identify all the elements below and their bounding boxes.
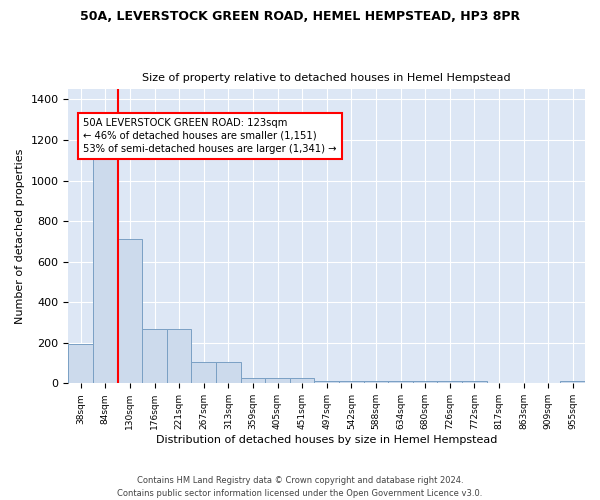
Y-axis label: Number of detached properties: Number of detached properties xyxy=(15,148,25,324)
Bar xyxy=(364,380,388,384)
Bar xyxy=(118,238,142,384)
X-axis label: Distribution of detached houses by size in Hemel Hempstead: Distribution of detached houses by size … xyxy=(156,435,497,445)
Bar xyxy=(68,344,93,384)
Bar xyxy=(413,380,437,384)
Bar xyxy=(216,362,241,384)
Text: 50A LEVERSTOCK GREEN ROAD: 123sqm
← 46% of detached houses are smaller (1,151)
5: 50A LEVERSTOCK GREEN ROAD: 123sqm ← 46% … xyxy=(83,118,337,154)
Text: 50A, LEVERSTOCK GREEN ROAD, HEMEL HEMPSTEAD, HP3 8PR: 50A, LEVERSTOCK GREEN ROAD, HEMEL HEMPST… xyxy=(80,10,520,23)
Bar xyxy=(437,380,462,384)
Bar xyxy=(290,378,314,384)
Bar xyxy=(314,380,339,384)
Bar xyxy=(167,328,191,384)
Text: Contains HM Land Registry data © Crown copyright and database right 2024.
Contai: Contains HM Land Registry data © Crown c… xyxy=(118,476,482,498)
Bar xyxy=(388,380,413,384)
Bar xyxy=(241,378,265,384)
Bar xyxy=(93,150,118,384)
Bar xyxy=(560,380,585,384)
Bar xyxy=(265,378,290,384)
Bar xyxy=(191,362,216,384)
Title: Size of property relative to detached houses in Hemel Hempstead: Size of property relative to detached ho… xyxy=(142,73,511,83)
Bar xyxy=(339,380,364,384)
Bar xyxy=(142,328,167,384)
Bar xyxy=(462,380,487,384)
